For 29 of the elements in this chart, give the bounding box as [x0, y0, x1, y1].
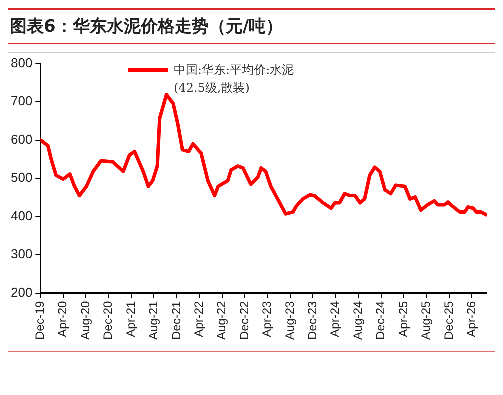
- x-tick-label: Apr-25: [396, 300, 410, 338]
- y-tick-label: 600: [10, 132, 33, 147]
- y-tick-label: 700: [10, 94, 33, 109]
- chart-title: 图表6：华东水泥价格走势（元/吨）: [8, 8, 495, 44]
- x-tick-label: Apr-20: [56, 300, 70, 338]
- x-tick-label: Apr-26: [464, 300, 478, 338]
- x-tick-label: Dec-24: [374, 300, 388, 340]
- x-tick-label: Dec-21: [169, 300, 184, 340]
- x-tick-label: Dec-20: [101, 300, 116, 340]
- y-tick-label: 300: [10, 246, 33, 262]
- x-tick-label: Aug-25: [419, 300, 434, 340]
- y-tick-label: 200: [10, 284, 33, 300]
- x-tick-label: Aug-23: [282, 300, 297, 340]
- x-tick-label: Apr-24: [328, 300, 342, 338]
- x-tick-label: Aug-21: [146, 300, 161, 340]
- x-tick-label: Dec-25: [442, 300, 456, 340]
- x-tick-label: Apr-23: [260, 300, 274, 338]
- y-tick-label: 800: [10, 55, 33, 70]
- y-tick-label: 400: [10, 208, 33, 224]
- x-tick-label: Dec-19: [33, 300, 47, 340]
- legend-label: 中国:华东:平均价:水泥(42.5级,散装): [174, 62, 296, 97]
- y-tick-label: 500: [10, 170, 33, 186]
- x-tick-label: Apr-22: [192, 300, 206, 338]
- x-tick-label: Aug-20: [78, 300, 92, 340]
- x-tick-label: Dec-22: [237, 300, 252, 340]
- x-tick-label: Dec-23: [306, 300, 320, 340]
- x-tick-label: Aug-24: [350, 300, 365, 340]
- x-tick-label: Aug-22: [214, 300, 229, 340]
- x-tick-label: Apr-21: [124, 300, 138, 338]
